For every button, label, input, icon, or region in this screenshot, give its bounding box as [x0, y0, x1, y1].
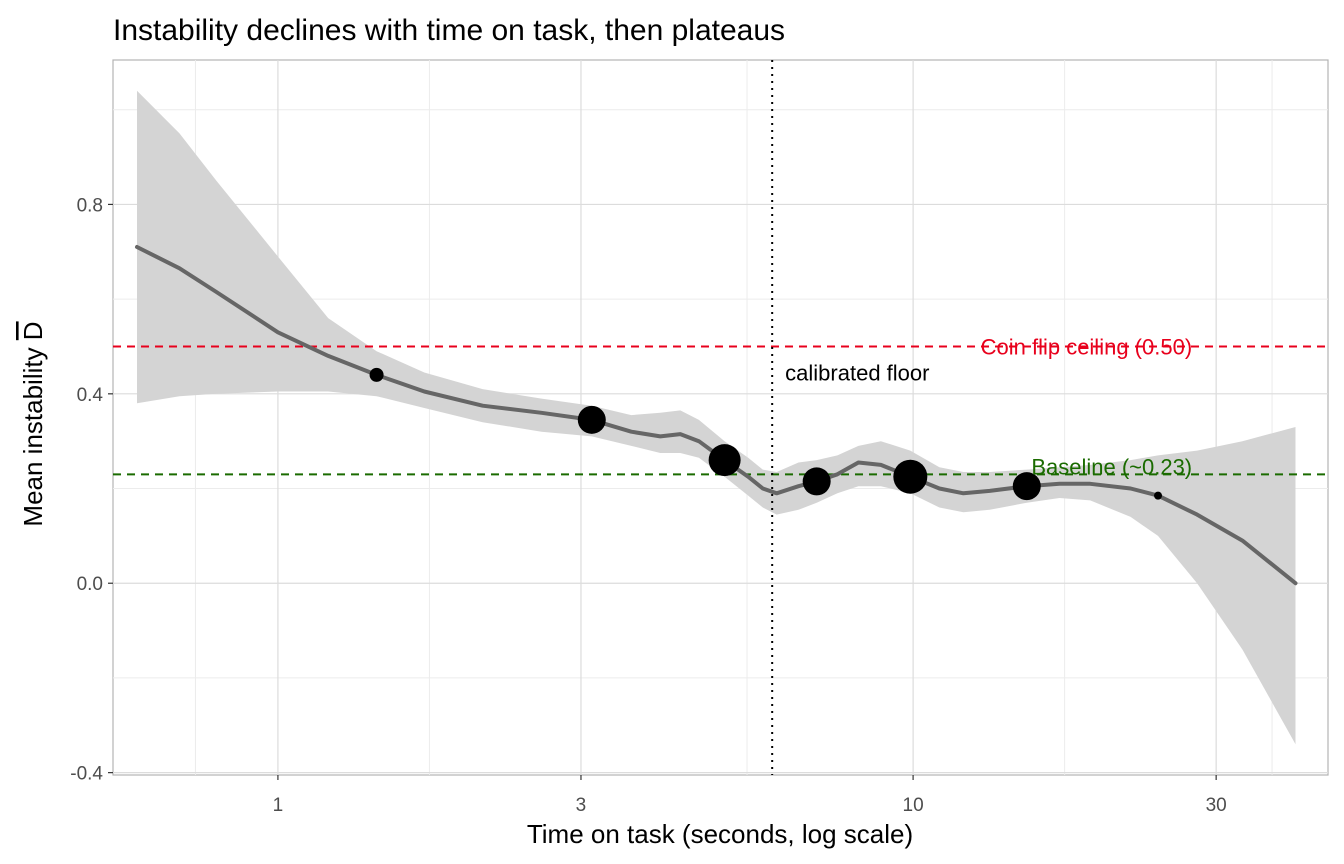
ceiling-annotation: Coin flip ceiling (0.50): [981, 334, 1193, 359]
data-point: [1154, 491, 1163, 500]
x-axis-ticks: 1 3 10 30: [273, 775, 1227, 816]
data-point: [893, 459, 928, 494]
smooth-trend-line: [135, 245, 1298, 586]
y-axis-label-symbol: D: [18, 321, 48, 340]
chart-title: Instability declines with time on task, …: [113, 14, 785, 47]
data-point: [1012, 472, 1041, 501]
calibrated-floor-annotation: calibrated floor: [785, 361, 929, 386]
y-axis-ticks: -0.4 0.0 0.4 0.8: [70, 195, 113, 785]
x-axis-label: Time on task (seconds, log scale): [527, 819, 913, 849]
baseline-annotation: Baseline (~0.23): [1031, 454, 1192, 479]
y-tick-label: 0.4: [77, 385, 104, 406]
plot-panel: Coin flip ceiling (0.50) Baseline (~0.23)…: [112, 59, 1329, 776]
data-point: [708, 444, 741, 477]
data-point: [802, 467, 831, 496]
x-tick-label: 1: [273, 795, 284, 816]
y-tick-label: -0.4: [70, 764, 103, 785]
y-tick-label: 0.8: [77, 195, 103, 216]
x-tick-label: 3: [576, 795, 587, 816]
x-tick-label: 10: [903, 795, 924, 816]
x-tick-label: 30: [1206, 795, 1227, 816]
panel-background: [112, 59, 1329, 776]
y-tick-label: 0.0: [77, 574, 103, 595]
y-axis-label: Mean instability D: [18, 321, 48, 526]
data-point: [577, 405, 606, 434]
data-point: [369, 367, 384, 382]
